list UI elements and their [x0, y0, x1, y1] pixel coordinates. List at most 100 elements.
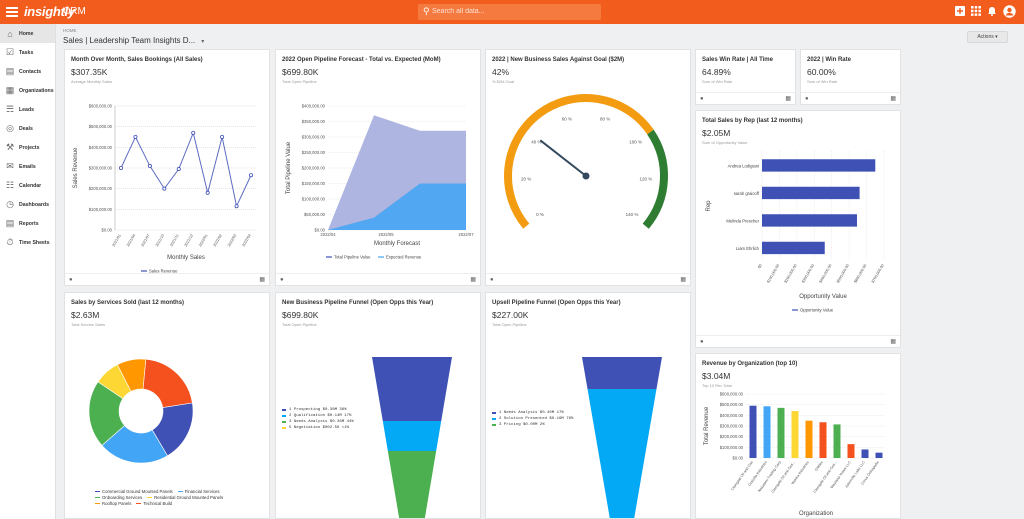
actions-button[interactable]: Actions ▾	[967, 31, 1008, 43]
data-point	[119, 166, 124, 171]
gauge-hub	[582, 172, 590, 180]
page-title[interactable]: Sales | Leadership Team Insights D... ▾	[63, 36, 204, 45]
sidebar-item-label: Reports	[19, 220, 39, 227]
grid-icon[interactable]: ▦	[890, 96, 896, 102]
bar-chart: $600,000.00 $500,000.00 $400,000.00 $300,00…	[704, 392, 886, 517]
chevron-down-icon[interactable]: ▾	[201, 39, 205, 45]
card-value: 60.00%	[807, 67, 836, 77]
card-footer: ● ▦	[801, 92, 900, 104]
grid-icon[interactable]: ▦	[785, 96, 791, 102]
user-icon[interactable]: ●	[490, 277, 494, 283]
grid-icon[interactable]: ▦	[470, 277, 476, 283]
calendar-icon: ☷	[5, 180, 15, 190]
contacts-icon: ▤	[5, 66, 15, 76]
data-point	[147, 163, 152, 168]
search-box[interactable]: ⚲	[418, 4, 601, 20]
grid-icon[interactable]: ▦	[680, 277, 686, 283]
sidebar-item-home[interactable]: ⌂ Home	[0, 24, 55, 43]
data-point	[133, 135, 138, 140]
breadcrumb[interactable]: HOME	[63, 28, 77, 33]
user-avatar-icon[interactable]	[1003, 5, 1016, 18]
y-tick-label: Liam Ehrlich	[736, 246, 760, 251]
sidebar-item-organizations[interactable]: ▦ Organizations	[0, 81, 55, 100]
sidebar-item-label: Time Sheets	[19, 239, 50, 246]
legend-item: 2 Qualification $0.14M 17%	[282, 413, 354, 419]
time-sheets-icon: ⏱	[6, 237, 14, 247]
y-tick-label: $0.00	[102, 228, 113, 233]
menu-icon[interactable]	[6, 5, 18, 17]
x-tick-label: 2021/10	[155, 234, 165, 248]
apps-grid-icon[interactable]	[970, 6, 981, 17]
y-tick-label: $200,000.00	[720, 434, 744, 439]
card-footer: ● ▦	[276, 273, 480, 285]
y-tick-label: Andrea Lodigiani	[728, 164, 760, 169]
y-tick-label: $0.00	[315, 228, 326, 233]
user-icon[interactable]: ●	[805, 96, 809, 102]
y-tick-label: $600,000.00	[89, 104, 113, 109]
sidebar-item-projects[interactable]: ⚒ Projects	[0, 138, 55, 157]
series-area	[328, 183, 466, 230]
grid-icon[interactable]: ▦	[890, 339, 896, 345]
sidebar-item-reports[interactable]: ▤ Reports	[0, 214, 55, 233]
card-value: $307.35K	[71, 67, 108, 77]
gauge-arc-green	[642, 129, 668, 229]
card-footer: ● ▦	[486, 273, 690, 285]
legend-item: 1 Prospecting $0.30M 36%	[282, 407, 354, 413]
emails-icon: ✉	[6, 161, 14, 171]
x-axis-label: Monthly Sales	[167, 255, 205, 261]
sidebar-item-tasks[interactable]: ☑ Tasks	[0, 43, 55, 62]
funnel-legend: 1 Prospecting $0.30M 36% 2 Qualification …	[282, 407, 354, 431]
card-subtitle: Sum of Win Rate	[807, 79, 838, 84]
sidebar-item-time-sheets[interactable]: ⏱ Time Sheets	[0, 233, 55, 252]
app-name: CRM	[63, 6, 86, 17]
bar	[762, 214, 857, 227]
sidebar-item-label: Emails	[19, 163, 36, 170]
sidebar-item-contacts[interactable]: ▤ Contacts	[0, 62, 55, 81]
legend-label: 1 Prospecting $0.30M 36%	[289, 408, 347, 412]
legend-item: Commercial Ground Mounted Panels	[95, 489, 173, 495]
sidebar-item-emails[interactable]: ✉ Emails	[0, 157, 55, 176]
app-logo[interactable]: insightly	[24, 4, 75, 19]
legend-item: 3 Needs Analysis $0.36M 44%	[282, 419, 354, 425]
card-services-sold: Sales by Services Sold (last 12 months) …	[64, 292, 270, 519]
x-axis-label: Organization	[799, 511, 833, 517]
search-icon: ⚲	[423, 6, 430, 16]
search-input[interactable]	[432, 5, 592, 18]
sidebar-item-deals[interactable]: ◎ Deals	[0, 119, 55, 138]
bar	[762, 186, 860, 200]
legend-item: Onboarding Services	[95, 495, 142, 501]
bar	[763, 406, 771, 458]
card-footer: ● ▦	[696, 92, 795, 104]
sidebar-item-label: Leads	[19, 106, 34, 113]
sidebar-item-label: Tasks	[19, 49, 34, 56]
user-icon[interactable]: ●	[700, 339, 704, 345]
grid-icon[interactable]: ▦	[259, 277, 265, 283]
legend-label: 5 Negotiation $002.5K <1%	[289, 426, 350, 430]
bar	[791, 411, 799, 458]
card-subtitle: Sum of Win Rate	[702, 79, 733, 84]
funnel-chart	[582, 357, 662, 518]
legend-label: 3 Pricing $0.00M 2%	[499, 423, 545, 427]
card-value: 64.89%	[702, 67, 731, 77]
sidebar-item-calendar[interactable]: ☷ Calendar	[0, 176, 55, 195]
sidebar-item-leads[interactable]: ☴ Leads	[0, 100, 55, 119]
legend-label: Total Pipeline Value	[334, 255, 371, 260]
add-icon[interactable]	[954, 6, 965, 17]
card-title: Sales Win Rate | All Time	[702, 57, 773, 63]
series-line	[120, 131, 252, 208]
legend-item: Technical Build	[136, 501, 172, 507]
bell-icon[interactable]	[986, 6, 997, 17]
card-monthly-sales: Month Over Month, Sales Bookings (All Sa…	[64, 49, 270, 286]
x-tick-label: 2021/11	[169, 234, 179, 248]
user-icon[interactable]: ●	[280, 277, 284, 283]
x-tick-label: $600,000.00	[853, 264, 867, 284]
x-tick-label: 2021/12	[184, 234, 194, 248]
data-point	[162, 186, 167, 191]
card-subtitle: % $2M Goal	[492, 79, 515, 84]
user-icon[interactable]: ●	[69, 277, 73, 283]
sidebar-item-dashboards[interactable]: ◷ Dashboards	[0, 195, 55, 214]
donut-slice	[142, 358, 193, 408]
user-icon[interactable]: ●	[700, 96, 704, 102]
card-title: Sales by Services Sold (last 12 months)	[71, 300, 185, 306]
chart-legend: Commercial Ground Mounted Panels Financia…	[95, 488, 255, 506]
